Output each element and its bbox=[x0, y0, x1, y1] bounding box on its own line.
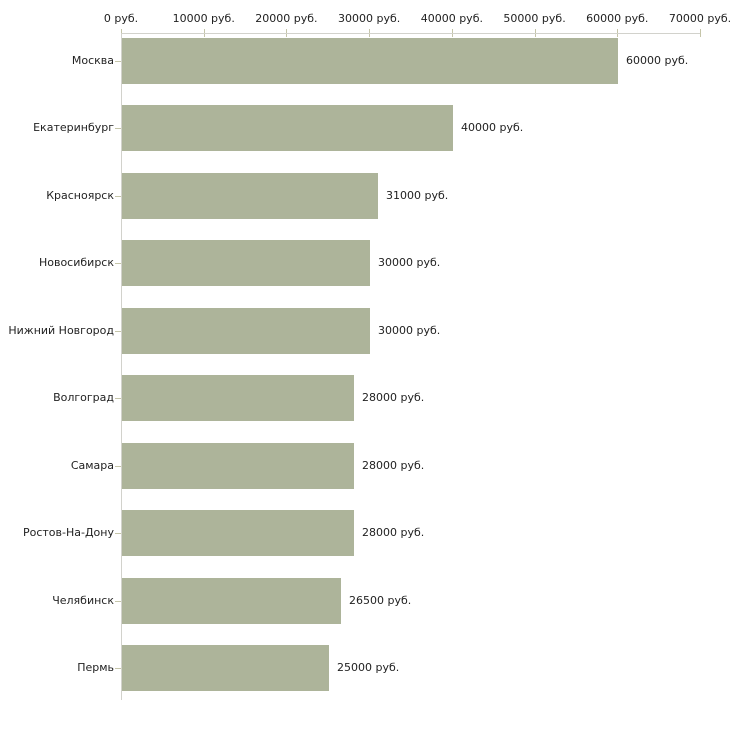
y-axis-tick-mark bbox=[115, 263, 121, 264]
category-label: Нижний Новгород bbox=[8, 324, 114, 337]
y-axis-tick-mark bbox=[115, 331, 121, 332]
category-label: Челябинск bbox=[52, 594, 114, 607]
bar bbox=[122, 443, 354, 489]
value-label: 25000 руб. bbox=[337, 661, 400, 674]
bar bbox=[122, 38, 618, 84]
x-axis-tick-label: 60000 руб. bbox=[586, 12, 649, 25]
bar bbox=[122, 510, 354, 556]
value-label: 30000 руб. bbox=[378, 256, 441, 269]
value-label: 28000 руб. bbox=[362, 459, 425, 472]
bar bbox=[122, 240, 370, 286]
y-axis-tick-mark bbox=[115, 533, 121, 534]
x-axis-tick-label: 30000 руб. bbox=[338, 12, 401, 25]
category-label: Самара bbox=[70, 459, 114, 472]
x-axis-tick-label: 20000 руб. bbox=[255, 12, 318, 25]
y-axis-tick-mark bbox=[115, 196, 121, 197]
value-label: 28000 руб. bbox=[362, 391, 425, 404]
value-label: 60000 руб. bbox=[626, 54, 689, 67]
category-label: Пермь bbox=[77, 661, 114, 674]
y-axis-tick-mark bbox=[115, 668, 121, 669]
value-label: 30000 руб. bbox=[378, 324, 441, 337]
bar bbox=[122, 375, 354, 421]
x-axis-tick-label: 40000 руб. bbox=[420, 12, 483, 25]
bar bbox=[122, 645, 329, 691]
value-label: 31000 руб. bbox=[386, 189, 449, 202]
bar bbox=[122, 173, 378, 219]
x-axis-tick-label: 10000 руб. bbox=[172, 12, 235, 25]
category-label: Москва bbox=[71, 54, 114, 67]
value-label: 26500 руб. bbox=[349, 594, 412, 607]
y-axis-tick-mark bbox=[115, 398, 121, 399]
y-axis-tick-mark bbox=[115, 128, 121, 129]
y-axis-tick-mark bbox=[115, 61, 121, 62]
value-label: 28000 руб. bbox=[362, 526, 425, 539]
category-label: Красноярск bbox=[46, 189, 114, 202]
y-axis-line bbox=[121, 33, 122, 700]
category-label: Волгоград bbox=[53, 391, 114, 404]
bar bbox=[122, 578, 341, 624]
category-label: Новосибирск bbox=[38, 256, 114, 269]
x-axis-tick-label: 70000 руб. bbox=[668, 12, 730, 25]
value-label: 40000 руб. bbox=[461, 121, 524, 134]
x-axis-tick-label: 0 руб. bbox=[103, 12, 139, 25]
x-axis-line bbox=[121, 33, 700, 34]
category-label: Ростов-На-Дону bbox=[22, 526, 114, 539]
y-axis-tick-mark bbox=[115, 466, 121, 467]
x-axis-tick-mark bbox=[700, 29, 701, 37]
bar bbox=[122, 308, 370, 354]
y-axis-tick-mark bbox=[115, 601, 121, 602]
bar bbox=[122, 105, 453, 151]
x-axis-tick-label: 50000 руб. bbox=[503, 12, 566, 25]
category-label: Екатеринбург bbox=[33, 121, 114, 134]
